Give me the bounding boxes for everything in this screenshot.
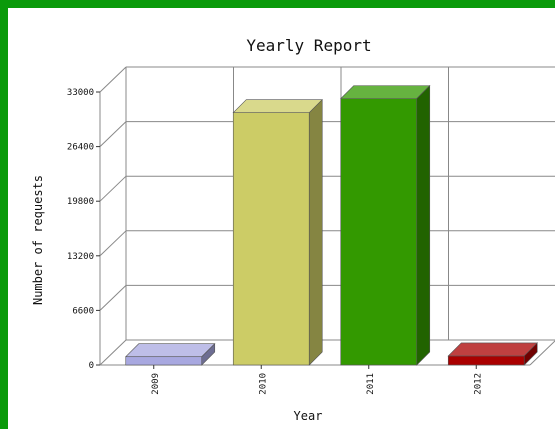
grid-diagonal bbox=[99, 66, 127, 93]
x-tick-label: 2009 bbox=[151, 373, 161, 395]
bar-2012 bbox=[447, 342, 538, 366]
bar-top bbox=[232, 99, 323, 113]
grid-diagonal bbox=[99, 285, 127, 311]
y-axis-ticks: 0 6600 13200 19800 26400 33000 bbox=[67, 88, 100, 371]
bar-series bbox=[125, 84, 538, 366]
y-axis-label: Number of requests bbox=[31, 175, 45, 305]
bar-side bbox=[416, 84, 431, 366]
grid-diagonal bbox=[99, 230, 127, 257]
x-axis-ticks: 2009 2010 2011 2012 bbox=[151, 365, 483, 395]
bar-front bbox=[125, 356, 203, 366]
chart-title: Yearly Report bbox=[246, 36, 371, 55]
chart-grid bbox=[99, 66, 555, 366]
bar-side bbox=[201, 343, 216, 366]
x-tick-label: 2012 bbox=[473, 373, 483, 395]
bar-front bbox=[340, 98, 418, 366]
floor-edge bbox=[529, 340, 555, 366]
y-tick-label: 26400 bbox=[67, 143, 94, 153]
chart-panel: Yearly Report 0 6600 13200 19800 26400 33000 … bbox=[8, 8, 555, 429]
bar-2010 bbox=[232, 98, 323, 366]
bar-front bbox=[232, 112, 310, 366]
bar-2011 bbox=[340, 84, 431, 366]
bar-top bbox=[447, 342, 538, 357]
y-tick-label: 19800 bbox=[67, 197, 94, 207]
x-tick-label: 2011 bbox=[366, 373, 376, 395]
bar-side bbox=[308, 98, 323, 366]
y-tick-label: 33000 bbox=[67, 88, 94, 98]
bar-front bbox=[447, 355, 525, 366]
bar-top bbox=[125, 343, 216, 358]
grid-diagonal bbox=[99, 339, 127, 366]
y-tick-label: 6600 bbox=[72, 306, 94, 316]
x-tick-label: 2010 bbox=[258, 373, 268, 395]
y-tick-label: 13200 bbox=[67, 252, 94, 262]
grid-diagonal bbox=[99, 121, 127, 147]
bar-side bbox=[523, 342, 538, 366]
bar-chart: Yearly Report 0660013200198002640033000 … bbox=[31, 36, 555, 423]
bar-top bbox=[340, 85, 431, 99]
x-axis-label: Year bbox=[294, 409, 323, 423]
bar-2009 bbox=[125, 343, 216, 366]
y-tick-label: 0 bbox=[89, 361, 94, 371]
grid-diagonal bbox=[99, 175, 127, 202]
